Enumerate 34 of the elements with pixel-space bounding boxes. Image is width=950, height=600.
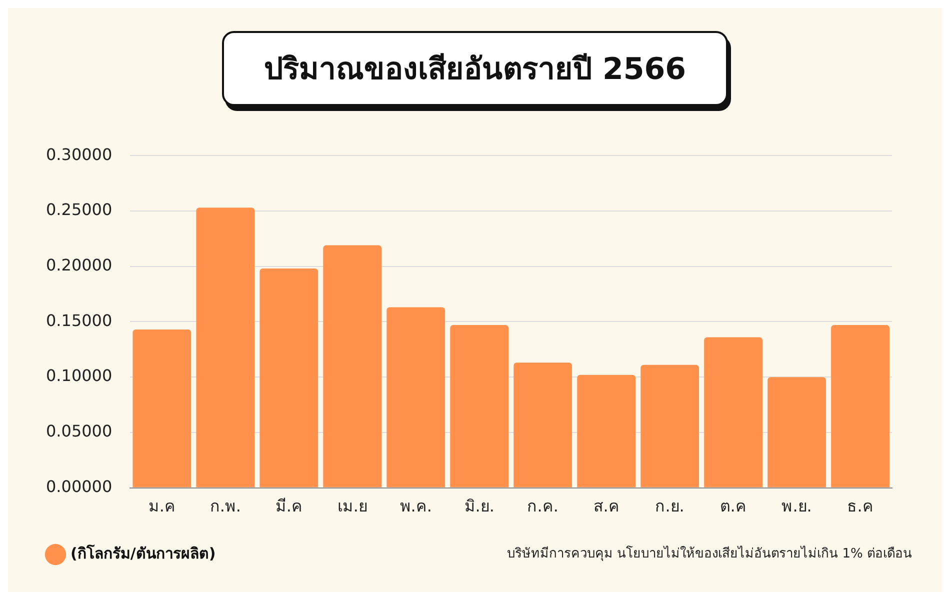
y-tick-label: 0.20000 — [46, 255, 112, 274]
x-tick-label: ก.ย. — [655, 496, 684, 516]
x-tick-label: ต.ค — [720, 496, 746, 516]
bar — [640, 364, 699, 488]
chart-title: ปริมาณของเสียอันตรายปี 2566 — [222, 30, 728, 106]
y-tick-label: 0.30000 — [46, 144, 112, 164]
x-tick-label: พ.ค. — [400, 496, 432, 516]
y-tick-label: 0.00000 — [46, 476, 112, 496]
bar — [831, 325, 890, 488]
x-tick-label: ธ.ค — [847, 496, 874, 516]
bar — [196, 208, 255, 488]
bar — [768, 377, 826, 488]
x-tick-label: พ.ย. — [782, 496, 812, 516]
y-tick-label: 0.10000 — [46, 366, 112, 386]
x-tick-label: ก.พ. — [210, 496, 241, 516]
y-tick-label: 0.05000 — [46, 422, 112, 441]
bar — [323, 245, 382, 488]
legend-label: (กิโลกรัม/ตันการผลิต) — [70, 543, 216, 562]
bar — [450, 325, 509, 488]
x-tick-label: มิ.ย. — [464, 496, 494, 516]
x-tick-label: มี.ค — [275, 496, 302, 516]
x-tick-label: เม.ย — [337, 496, 368, 516]
x-tick-label: ม.ค — [148, 496, 176, 516]
bar — [514, 362, 572, 488]
bar — [577, 374, 636, 488]
bar — [386, 307, 446, 488]
y-tick-label: 0.15000 — [46, 310, 112, 330]
bar — [260, 268, 318, 488]
x-tick-label: ก.ค. — [527, 496, 558, 516]
x-tick-label: ส.ค — [593, 496, 620, 516]
bar — [132, 329, 192, 488]
text: บริษัทมีการควบคุม นโยบายไม่ให้ของเสียไม่อันตรายไม่เกิน 1% ต่อเดือน — [506, 545, 912, 562]
bar — [704, 337, 762, 488]
y-tick-label: 0.25000 — [46, 200, 112, 220]
